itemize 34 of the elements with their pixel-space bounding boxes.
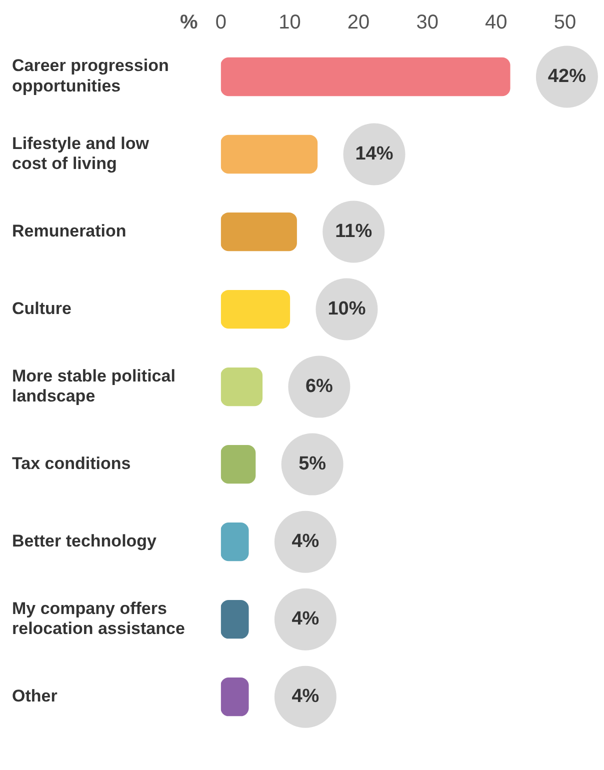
x-tick-label: 20 (347, 12, 370, 34)
data-label: 5% (298, 454, 326, 475)
bar (220, 134, 318, 174)
y-tick-label: Tax conditions (12, 454, 131, 473)
data-label: 10% (328, 298, 366, 320)
data-label: 11% (335, 221, 372, 242)
x-tick-label: 30 (416, 12, 438, 34)
data-label: 14% (355, 144, 394, 164)
y-tick-label: Career progression opportunities (12, 56, 169, 96)
y-tick-label: My company offers relocation assistance (12, 598, 185, 638)
data-label: 4% (292, 531, 320, 552)
bar (220, 600, 249, 639)
bar (220, 57, 510, 96)
bar (220, 290, 290, 329)
bar (220, 444, 256, 484)
x-axis-title: % (180, 12, 198, 34)
data-label: 42% (548, 66, 586, 87)
y-tick-label: Lifestyle and low cost of living (12, 134, 150, 174)
x-tick-label: 50 (554, 12, 576, 34)
bar (220, 212, 297, 252)
y-tick-label: Better technology (12, 532, 158, 551)
data-label: 4% (292, 608, 320, 630)
y-tick-label: Other (12, 686, 58, 706)
bar (220, 678, 249, 716)
y-tick-label: Culture (12, 298, 72, 318)
x-tick-label: 40 (485, 12, 508, 34)
bar (220, 367, 263, 406)
x-tick-label: 0 (215, 12, 226, 34)
bar (220, 522, 249, 562)
data-label: 4% (292, 686, 320, 708)
y-tick-label: Remuneration (12, 221, 126, 240)
y-tick-label: More stable political landscape (12, 366, 176, 406)
data-label: 6% (305, 376, 334, 398)
x-tick-label: 10 (278, 12, 301, 34)
